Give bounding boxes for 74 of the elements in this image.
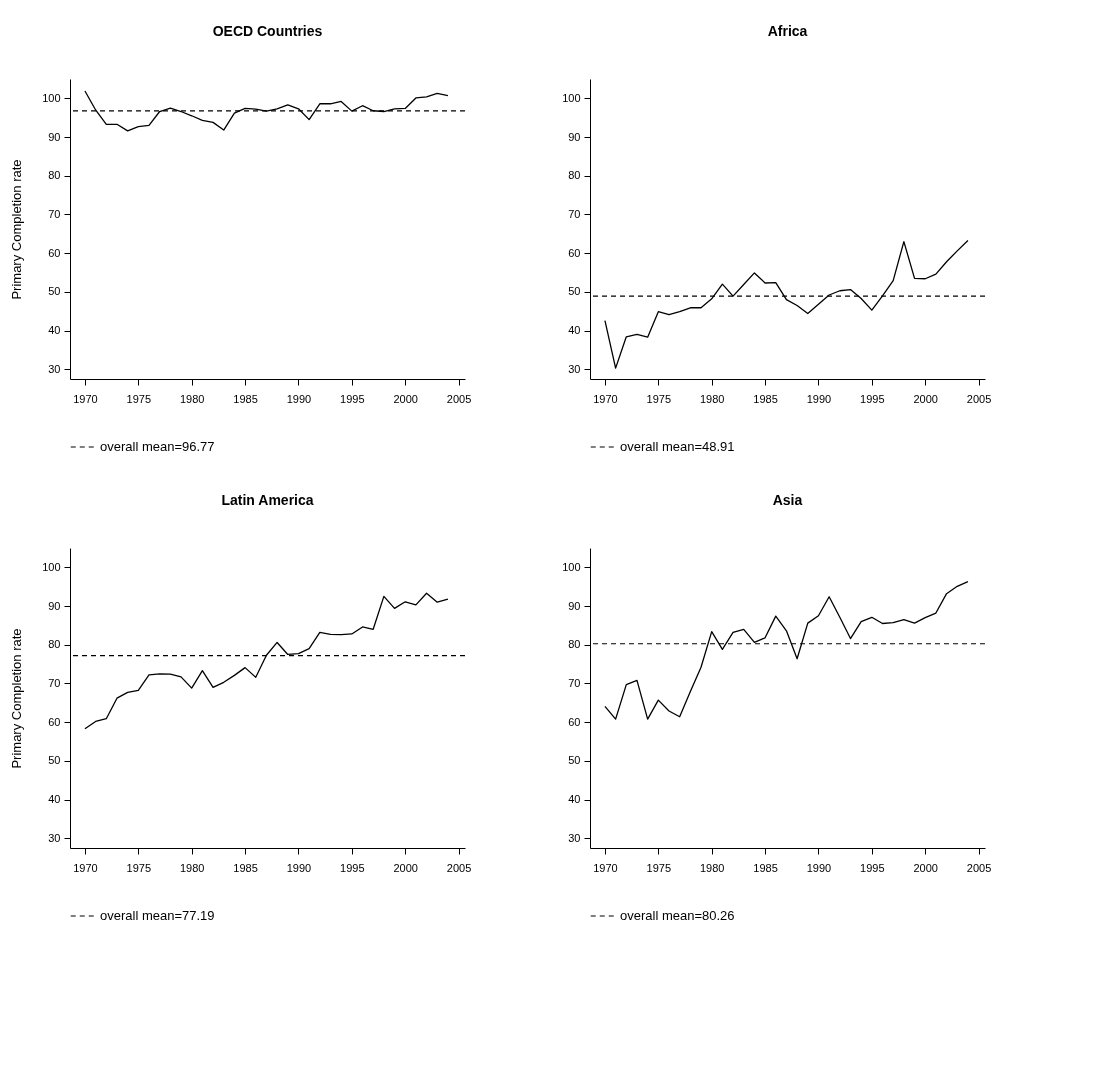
y-tick-label: 100	[42, 560, 61, 573]
x-tick-label: 1975	[646, 861, 672, 874]
x-tick-label: 1975	[126, 392, 152, 405]
y-tick-label: 30	[568, 362, 581, 375]
x-tick-label: 1995	[340, 861, 365, 874]
legend-label: overall mean=80.26	[620, 908, 735, 923]
x-tick-label: 2005	[446, 392, 472, 405]
chart-title: Africa	[767, 23, 808, 39]
y-axis-title: Primary Completion rate	[9, 628, 25, 769]
x-tick-label: 2000	[913, 392, 938, 405]
y-tick-label: 40	[48, 793, 61, 806]
x-tick-label: 2000	[393, 392, 418, 405]
y-tick-label: 60	[48, 246, 61, 259]
x-tick-label: 1980	[699, 392, 725, 405]
y-tick-label: 40	[568, 793, 581, 806]
x-tick-label: 1990	[806, 392, 832, 405]
x-tick-label: 1985	[233, 392, 258, 405]
y-tick-label: 50	[568, 754, 581, 767]
y-tick-label: 60	[568, 246, 581, 259]
y-tick-label: 30	[48, 362, 61, 375]
y-tick-label: 100	[562, 91, 581, 104]
x-tick-label: 1970	[73, 392, 98, 405]
x-tick-label: 1970	[593, 861, 618, 874]
x-tick-label: 1995	[340, 392, 365, 405]
y-tick-label: 50	[568, 285, 581, 298]
y-tick-label: 80	[48, 638, 61, 651]
x-tick-label: 1980	[179, 392, 205, 405]
y-tick-label: 40	[48, 324, 61, 337]
y-tick-label: 80	[48, 169, 61, 182]
y-tick-label: 50	[48, 754, 61, 767]
x-tick-label: 1995	[860, 392, 885, 405]
y-axis-title: Primary Completion rate	[9, 159, 25, 300]
x-tick-label: 1975	[126, 861, 152, 874]
x-tick-label: 1990	[286, 861, 312, 874]
x-tick-label: 2000	[913, 861, 938, 874]
x-tick-label: 1995	[860, 861, 885, 874]
y-tick-label: 80	[568, 638, 581, 651]
y-tick-label: 30	[568, 831, 581, 844]
x-tick-label: 2000	[393, 861, 418, 874]
y-tick-label: 70	[48, 676, 61, 689]
y-tick-label: 90	[568, 599, 581, 612]
x-tick-label: 1970	[593, 392, 618, 405]
x-tick-label: 1970	[73, 861, 98, 874]
x-tick-label: 1980	[179, 861, 205, 874]
y-tick-label: 80	[568, 169, 581, 182]
x-tick-label: 1990	[806, 861, 832, 874]
y-tick-label: 100	[562, 560, 581, 573]
chart-title: Latin America	[221, 492, 314, 508]
y-tick-label: 50	[48, 285, 61, 298]
x-tick-label: 1980	[699, 861, 725, 874]
y-tick-label: 100	[42, 91, 61, 104]
y-tick-label: 30	[48, 831, 61, 844]
x-tick-label: 2005	[966, 392, 992, 405]
x-tick-label: 1990	[286, 392, 312, 405]
y-tick-label: 70	[568, 676, 581, 689]
x-tick-label: 2005	[966, 861, 992, 874]
x-tick-label: 1985	[753, 861, 778, 874]
y-tick-label: 90	[568, 130, 581, 143]
legend-label: overall mean=48.91	[620, 439, 735, 454]
y-tick-label: 60	[568, 715, 581, 728]
y-tick-label: 70	[48, 207, 61, 220]
y-tick-label: 40	[568, 324, 581, 337]
x-tick-label: 2005	[446, 861, 472, 874]
y-tick-label: 90	[48, 599, 61, 612]
x-tick-label: 1985	[233, 861, 258, 874]
x-tick-label: 1985	[753, 392, 778, 405]
chart-title: OECD Countries	[212, 23, 323, 39]
legend-label: overall mean=96.77	[100, 439, 215, 454]
chart-title: Asia	[772, 492, 803, 508]
y-tick-label: 60	[48, 715, 61, 728]
x-tick-label: 1975	[646, 392, 672, 405]
y-tick-label: 90	[48, 130, 61, 143]
y-tick-label: 70	[568, 207, 581, 220]
legend-label: overall mean=77.19	[100, 908, 215, 923]
